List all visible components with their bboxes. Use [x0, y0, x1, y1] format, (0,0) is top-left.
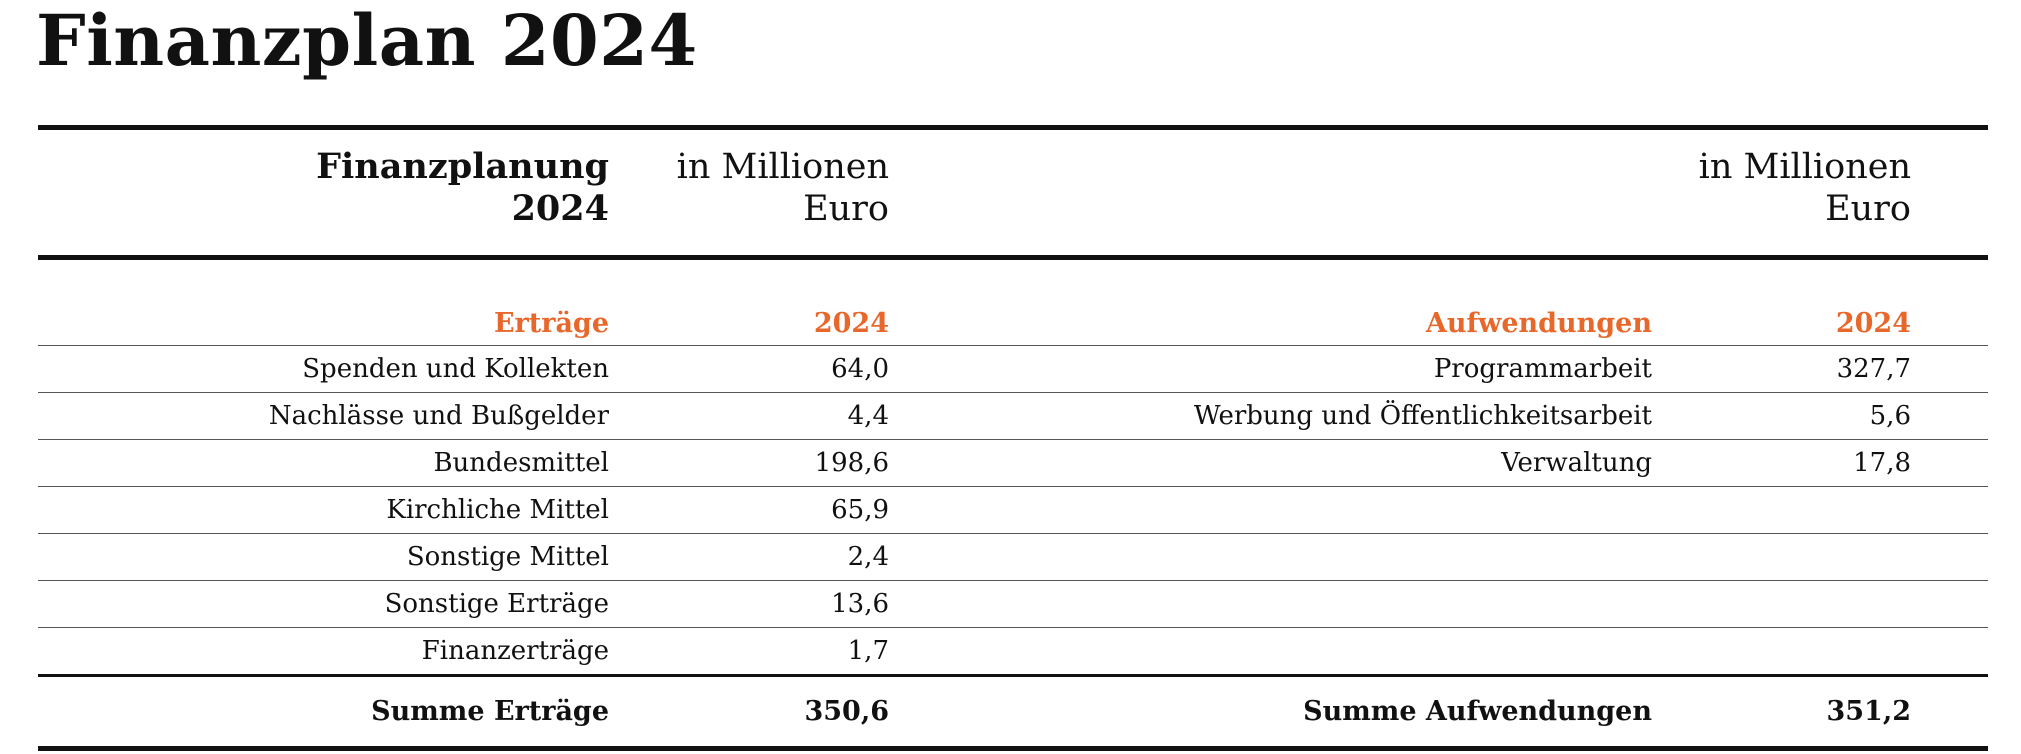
left-unit-cell: in Millionen Euro — [609, 125, 889, 260]
left-unit-line2: Euro — [803, 189, 889, 229]
right-unit-line2: Euro — [1825, 189, 1911, 229]
expense-item: Programmarbeit — [889, 345, 1652, 393]
expense-total-label: Summe Aufwendungen — [889, 675, 1652, 751]
expense-item — [889, 533, 1652, 581]
table-row: Spenden und Kollekten 64,0 Programmarbei… — [38, 345, 1988, 393]
income-value: 65,9 — [609, 486, 889, 534]
expense-section-label: Aufwendungen — [889, 257, 1652, 346]
expense-value: 5,6 — [1652, 392, 1911, 440]
income-value: 1,7 — [609, 627, 889, 677]
totals-row: Summe Erträge 350,6 Summe Aufwendungen 3… — [38, 675, 1988, 751]
table-row: Nachlässe und Bußgelder 4,4 Werbung und … — [38, 392, 1988, 440]
income-total-label: Summe Erträge — [38, 675, 609, 751]
income-item: Finanzerträge — [38, 627, 609, 677]
expense-year-label: 2024 — [1652, 257, 1911, 346]
income-item: Spenden und Kollekten — [38, 345, 609, 393]
table-row: Finanzerträge 1,7 — [38, 627, 1988, 677]
page-title: Finanzplan 2024 — [36, 0, 698, 82]
expense-item — [889, 580, 1652, 628]
income-item: Sonstige Erträge — [38, 580, 609, 628]
right-unit-cell: in Millionen Euro — [1652, 125, 1911, 260]
table-row: Sonstige Mittel 2,4 — [38, 533, 1988, 581]
expense-item — [889, 486, 1652, 534]
expense-value — [1652, 486, 1911, 534]
income-value: 64,0 — [609, 345, 889, 393]
income-item: Sonstige Mittel — [38, 533, 609, 581]
expense-item — [889, 627, 1652, 677]
table-row: Sonstige Erträge 13,6 — [38, 580, 1988, 628]
expense-value — [1652, 627, 1911, 677]
income-total-value: 350,6 — [609, 675, 889, 751]
income-item: Nachlässe und Bußgelder — [38, 392, 609, 440]
expense-item: Werbung und Öffentlichkeitsarbeit — [889, 392, 1652, 440]
table-title-line2: 2024 — [511, 188, 609, 229]
income-value: 13,6 — [609, 580, 889, 628]
income-item: Bundesmittel — [38, 439, 609, 487]
section-header-row: Erträge 2024 Aufwendungen 2024 — [38, 257, 1988, 346]
right-unit-line1: in Millionen — [1698, 147, 1911, 187]
table-header-row: Finanzplanung 2024 in Millionen Euro in … — [38, 125, 1988, 260]
expense-total-value: 351,2 — [1652, 675, 1911, 751]
expense-value — [1652, 580, 1911, 628]
expense-value — [1652, 533, 1911, 581]
table-row: Kirchliche Mittel 65,9 — [38, 486, 1988, 534]
income-value: 198,6 — [609, 439, 889, 487]
income-value: 2,4 — [609, 533, 889, 581]
expense-value: 327,7 — [1652, 345, 1911, 393]
income-section-label: Erträge — [38, 257, 609, 346]
income-year-label: 2024 — [609, 257, 889, 346]
income-item: Kirchliche Mittel — [38, 486, 609, 534]
table-row: Bundesmittel 198,6 Verwaltung 17,8 — [38, 439, 1988, 487]
table-title-line1: Finanzplanung — [316, 146, 609, 187]
left-unit-line1: in Millionen — [676, 147, 889, 187]
expense-item: Verwaltung — [889, 439, 1652, 487]
income-value: 4,4 — [609, 392, 889, 440]
financial-plan-table: Finanzplanung 2024 in Millionen Euro in … — [38, 125, 1988, 751]
table-title-cell: Finanzplanung 2024 — [38, 125, 609, 260]
expense-value: 17,8 — [1652, 439, 1911, 487]
